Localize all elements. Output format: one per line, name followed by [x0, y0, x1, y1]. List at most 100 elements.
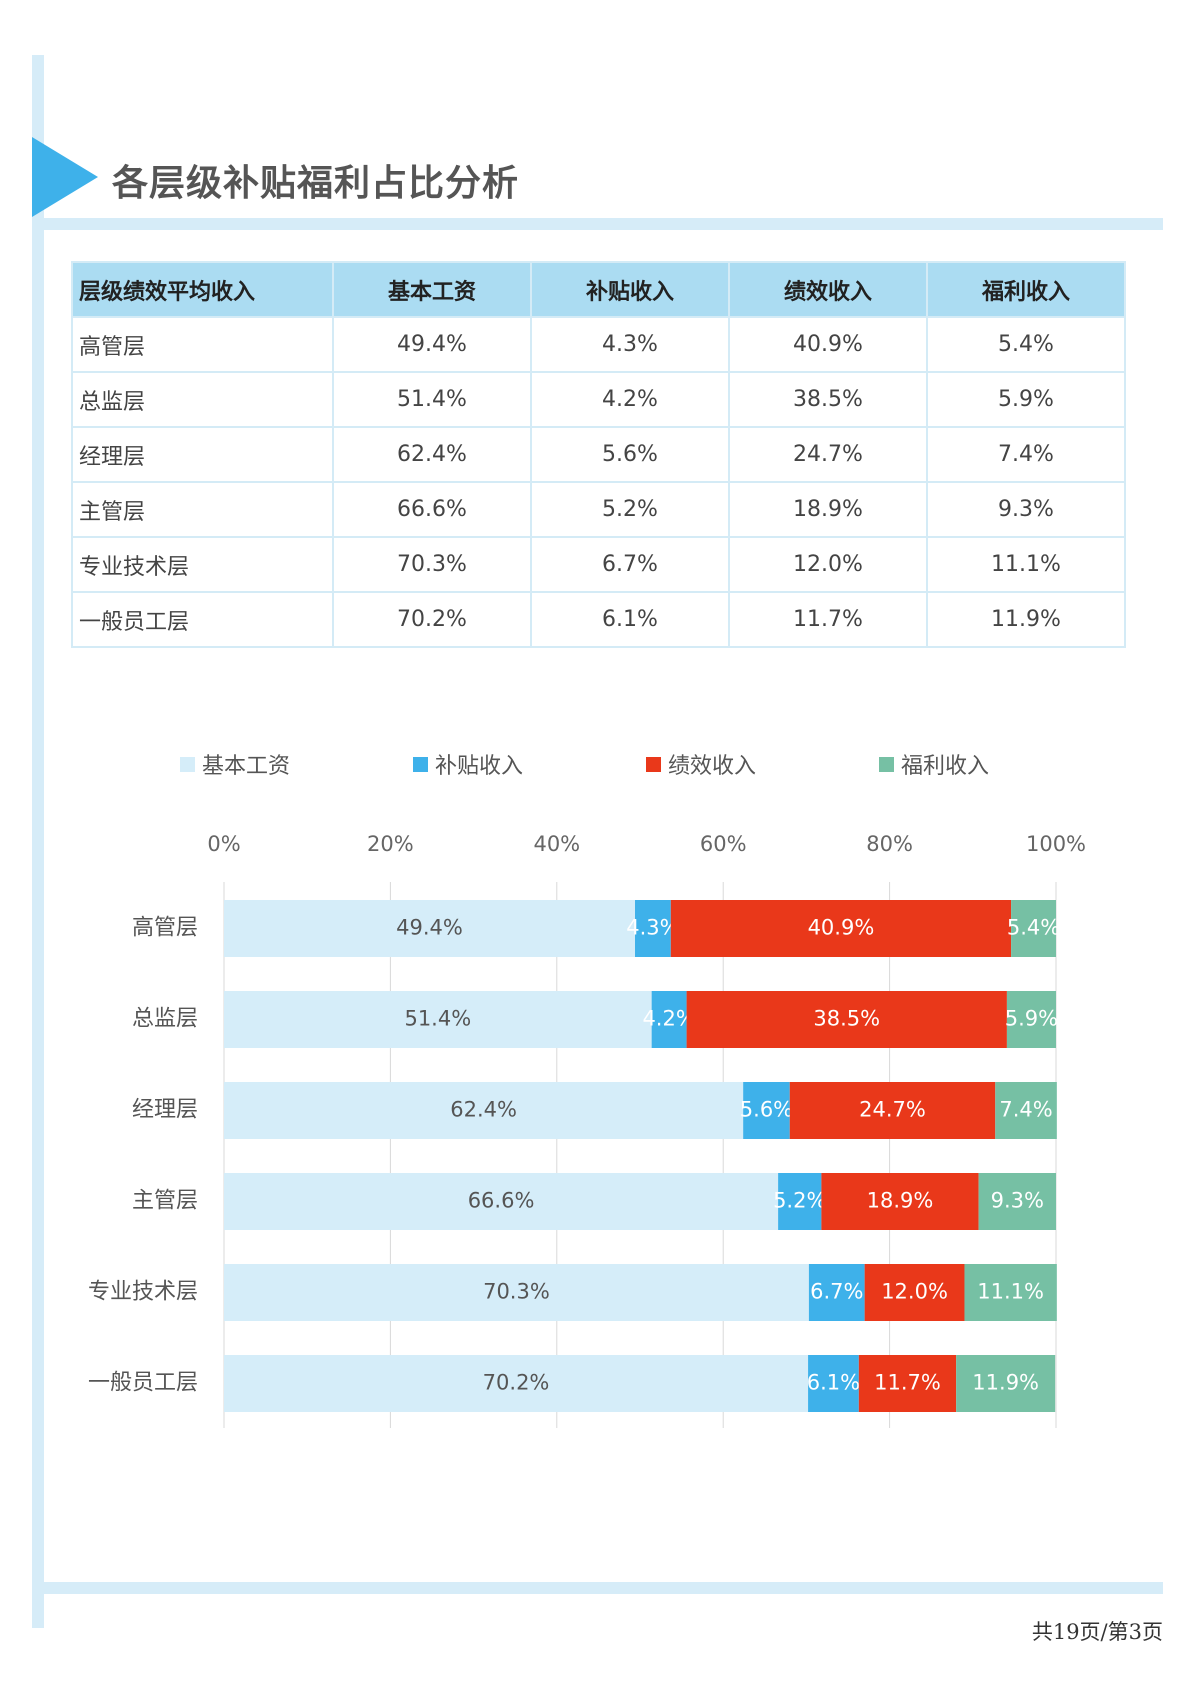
data-label: 40.9%	[808, 916, 875, 940]
legend-swatch	[413, 756, 428, 772]
bar-segment	[864, 1264, 965, 1321]
bar-segment	[1006, 991, 1056, 1048]
bar-segment	[964, 1264, 1057, 1321]
data-label: 9.3%	[991, 1189, 1044, 1213]
table-cell: 主管层	[71, 481, 334, 538]
bar-segment	[978, 1173, 1056, 1230]
table-header-cell: 层级绩效平均收入	[71, 261, 334, 318]
table-cell: 总监层	[71, 371, 334, 428]
table-cell: 18.9%	[728, 481, 928, 538]
table-cell: 4.3%	[530, 316, 730, 373]
x-tick-label: 40%	[533, 832, 580, 856]
data-label: 70.2%	[483, 1371, 550, 1395]
category-label: 总监层	[132, 1007, 198, 1032]
bar-segment	[808, 1264, 865, 1321]
data-label: 5.4%	[1007, 916, 1060, 940]
table-cell: 49.4%	[332, 316, 532, 373]
legend-swatch	[646, 756, 661, 772]
table-cell: 5.6%	[530, 426, 730, 483]
left-accent-bar	[32, 55, 44, 1628]
legend-label: 福利收入	[901, 754, 990, 779]
legend-item: 基本工资	[180, 748, 290, 780]
table-row: 总监层 51.4% 4.2% 38.5% 5.9%	[71, 371, 1126, 428]
table-cell: 70.3%	[332, 536, 532, 593]
legend-label: 补贴收入	[435, 754, 524, 779]
data-label: 6.1%	[807, 1371, 860, 1395]
category-label: 高管层	[132, 916, 198, 941]
x-tick-label: 60%	[700, 832, 747, 856]
data-table: 层级绩效平均收入 基本工资 补贴收入 绩效收入 福利收入 高管层 49.4% 4…	[71, 261, 1126, 648]
table-cell: 66.6%	[332, 481, 532, 538]
category-label: 主管层	[132, 1189, 198, 1214]
table-row: 经理层 62.4% 5.6% 24.7% 7.4%	[71, 426, 1126, 483]
legend-item: 补贴收入	[413, 748, 523, 780]
bar-segment	[651, 991, 687, 1048]
table-cell: 6.1%	[530, 591, 730, 648]
data-label: 6.7%	[810, 1280, 863, 1304]
category-label: 经理层	[132, 1098, 198, 1123]
bar-segment	[224, 1082, 744, 1139]
table-cell: 40.9%	[728, 316, 928, 373]
data-label: 11.7%	[874, 1371, 941, 1395]
data-label: 11.9%	[972, 1371, 1039, 1395]
legend-label: 基本工资	[202, 754, 291, 779]
bottom-divider	[32, 1582, 1163, 1594]
bar-segment	[635, 900, 671, 957]
bar-segment	[808, 1355, 859, 1412]
table-cell: 5.2%	[530, 481, 730, 538]
title-triangle-icon	[32, 137, 98, 217]
data-label: 49.4%	[396, 916, 463, 940]
table-cell: 7.4%	[926, 426, 1126, 483]
bar-segment	[224, 1173, 779, 1230]
bar-segment	[821, 1173, 979, 1230]
data-label: 62.4%	[450, 1098, 517, 1122]
category-label: 专业技术层	[88, 1280, 198, 1305]
bar-segment	[956, 1355, 1056, 1412]
table-cell: 11.7%	[728, 591, 928, 648]
bar-segment	[789, 1082, 996, 1139]
bar-segment	[224, 1264, 809, 1321]
table-cell: 4.2%	[530, 371, 730, 428]
table-cell: 62.4%	[332, 426, 532, 483]
table-cell: 12.0%	[728, 536, 928, 593]
table-row: 主管层 66.6% 5.2% 18.9% 9.3%	[71, 481, 1126, 538]
data-label: 24.7%	[859, 1098, 926, 1122]
data-label: 5.2%	[773, 1189, 826, 1213]
bar-segment	[224, 900, 636, 957]
bar-segment	[995, 1082, 1057, 1139]
table-cell: 经理层	[71, 426, 334, 483]
chart-legend: 基本工资 补贴收入 绩效收入 福利收入	[0, 748, 1191, 780]
table-cell: 5.4%	[926, 316, 1126, 373]
legend-item: 福利收入	[879, 748, 989, 780]
data-label: 5.9%	[1005, 1007, 1058, 1031]
x-tick-label: 80%	[866, 832, 913, 856]
data-label: 7.4%	[999, 1098, 1052, 1122]
table-header-cell: 补贴收入	[530, 261, 730, 318]
top-divider	[32, 218, 1163, 230]
table-cell: 专业技术层	[71, 536, 334, 593]
table-cell: 70.2%	[332, 591, 532, 648]
bar-segment	[858, 1355, 957, 1412]
data-label: 38.5%	[813, 1007, 880, 1031]
table-cell: 5.9%	[926, 371, 1126, 428]
page-title: 各层级补贴福利占比分析	[112, 163, 520, 204]
table-cell: 高管层	[71, 316, 334, 373]
bar-segment	[670, 900, 1012, 957]
table-header-row: 层级绩效平均收入 基本工资 补贴收入 绩效收入 福利收入	[71, 261, 1126, 318]
table-header-cell: 基本工资	[332, 261, 532, 318]
stacked-bar-chart: 0% 20% 40% 60% 80% 100% 高管层 49.4% 4.3% 40.9% 5.4% 总…	[88, 832, 1086, 1428]
bar-segment	[1011, 900, 1056, 957]
x-tick-label: 100%	[1026, 832, 1086, 856]
x-tick-label: 20%	[367, 832, 414, 856]
table-header-cell: 福利收入	[926, 261, 1126, 318]
table-cell: 11.1%	[926, 536, 1126, 593]
legend-swatch	[879, 756, 894, 772]
table-cell: 51.4%	[332, 371, 532, 428]
bar-segment	[743, 1082, 790, 1139]
data-label: 66.6%	[468, 1189, 535, 1213]
data-label: 11.1%	[977, 1280, 1044, 1304]
data-label: 70.3%	[483, 1280, 550, 1304]
data-label: 51.4%	[404, 1007, 471, 1031]
table-cell: 一般员工层	[71, 591, 334, 648]
table-row: 一般员工层 70.2% 6.1% 11.7% 11.9%	[71, 591, 1126, 648]
